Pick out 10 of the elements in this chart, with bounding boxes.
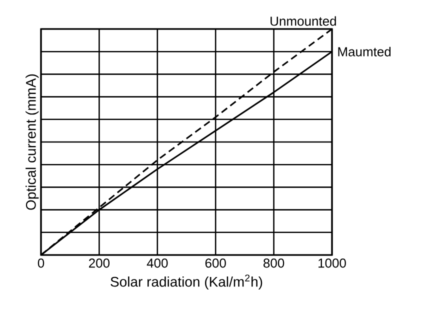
x-tick-label: 400 [146, 258, 168, 268]
x-tick-label: 1000 [318, 258, 346, 268]
series-label: Maumted [338, 46, 391, 56]
series-label: Unmounted [270, 16, 336, 26]
x-axis-title: Solar radiation (Kal/m$^{2}$h) [110, 274, 262, 290]
x-tick-label: 0 [38, 258, 44, 268]
x-tick-label: 800 [264, 258, 284, 268]
x-tick-label: 600 [205, 258, 226, 268]
x-tick-label: 200 [89, 258, 110, 268]
y-axis-title: Optical current (mmA) [26, 74, 39, 210]
